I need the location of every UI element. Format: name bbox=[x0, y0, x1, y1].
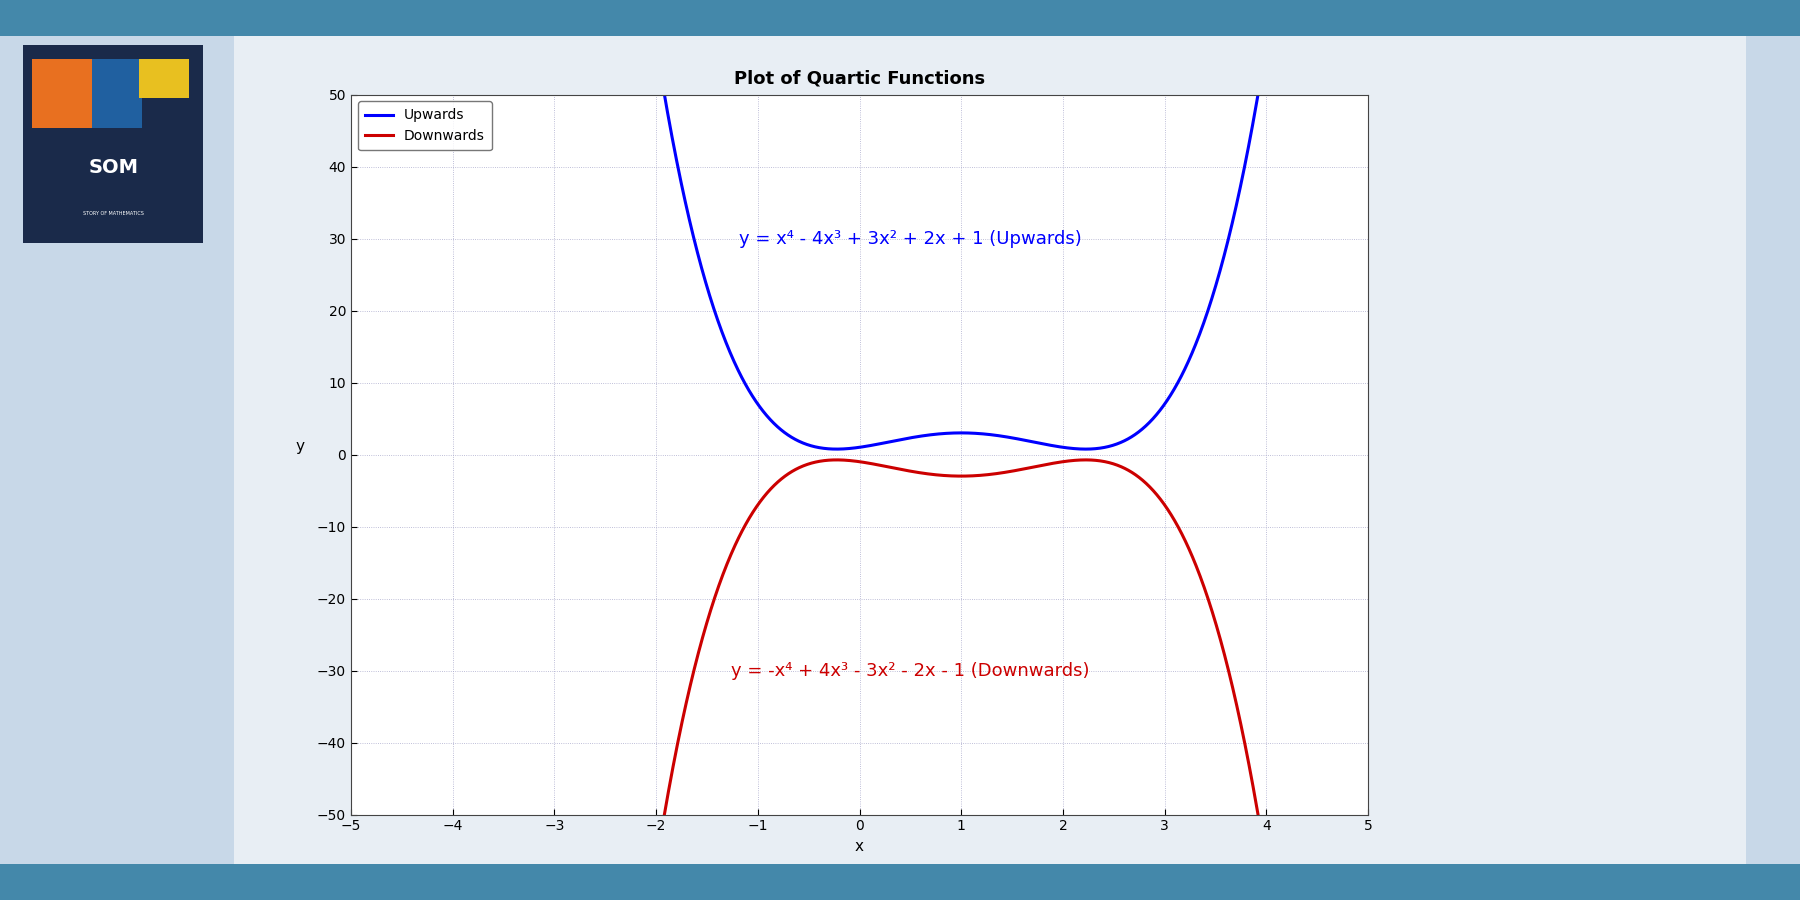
Upwards bbox=[1075, 444, 1096, 454]
Bar bbox=[92, 58, 142, 128]
Line: Upwards: Upwards bbox=[351, 0, 1368, 449]
Bar bbox=[139, 58, 189, 98]
Downwards bbox=[835, 454, 857, 465]
Title: Plot of Quartic Functions: Plot of Quartic Functions bbox=[734, 69, 985, 87]
Downwards bbox=[808, 456, 830, 467]
X-axis label: x: x bbox=[855, 839, 864, 854]
Text: STORY OF MATHEMATICS: STORY OF MATHEMATICS bbox=[83, 211, 144, 216]
Upwards bbox=[808, 442, 830, 453]
Upwards bbox=[835, 444, 857, 454]
Upwards bbox=[1141, 414, 1163, 425]
Text: SOM: SOM bbox=[88, 158, 139, 177]
Legend: Upwards, Downwards: Upwards, Downwards bbox=[358, 102, 491, 150]
Line: Downwards: Downwards bbox=[351, 460, 1368, 900]
Y-axis label: y: y bbox=[295, 439, 304, 454]
Text: y = -x⁴ + 4x³ - 3x² - 2x - 1 (Downwards): y = -x⁴ + 4x³ - 3x² - 2x - 1 (Downwards) bbox=[731, 662, 1089, 680]
Downwards bbox=[1141, 484, 1163, 495]
Downwards bbox=[1075, 454, 1096, 465]
Text: y = x⁴ - 4x³ + 3x² + 2x + 1 (Upwards): y = x⁴ - 4x³ + 3x² + 2x + 1 (Upwards) bbox=[740, 230, 1082, 248]
Bar bbox=[32, 58, 95, 128]
